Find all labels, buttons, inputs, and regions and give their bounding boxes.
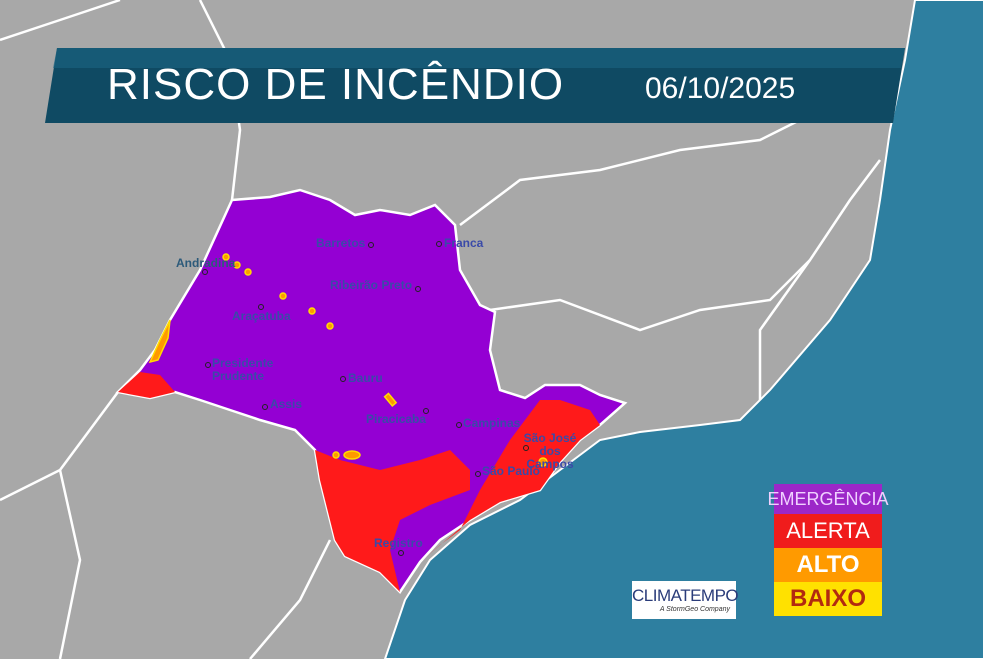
alerta-areas [118,372,600,592]
map-date: 06/10/2025 [645,72,796,105]
city-marker [262,404,268,410]
alto-spots [148,253,548,467]
city-label: Presidente Prudente [212,356,274,383]
city-marker [436,241,442,247]
city-marker [202,269,208,275]
city-label: Assis [270,397,303,411]
city-label: Bauru [348,371,383,385]
climatempo-logo: CLIMATEMPO A StormGeo Company [632,581,739,619]
city-marker [475,471,481,477]
city-marker [340,376,346,382]
city-marker [523,445,529,451]
city-label: Barretos [316,236,366,250]
city-label: São Paulo [482,464,541,478]
city-marker [368,242,374,248]
city-label: Franca [444,236,484,250]
city-marker [415,286,421,292]
city-label: Campinas [463,416,521,430]
legend-emergencia: EMERGÊNCIA [767,484,889,514]
city-marker [423,408,429,414]
city-label: Andradina [176,256,236,270]
legend-alerta: ALERTA [774,514,882,548]
legend-baixo: BAIXO [774,582,882,616]
page-title: RISCO DE INCÊNDIO [107,60,565,109]
city-label: Ribeirão Preto [330,278,413,292]
logo-name: CLIMATEMPO [632,586,739,605]
title-banner: RISCO DE INCÊNDIO 06/10/2025 [45,48,905,123]
city-label: Piracicaba [366,412,427,426]
logo-tagline: A StormGeo Company [659,606,730,613]
legend-alto: ALTO [774,548,882,582]
city-label: Registro [374,536,423,550]
city-marker [205,362,211,368]
city-label: São José dos Campos [523,431,577,471]
risk-legend: EMERGÊNCIA ALERTA ALTO BAIXO [767,484,889,616]
city-label: Araçatuba [232,309,291,323]
city-marker [398,550,404,556]
city-marker [456,422,462,428]
city-marker [258,304,264,310]
